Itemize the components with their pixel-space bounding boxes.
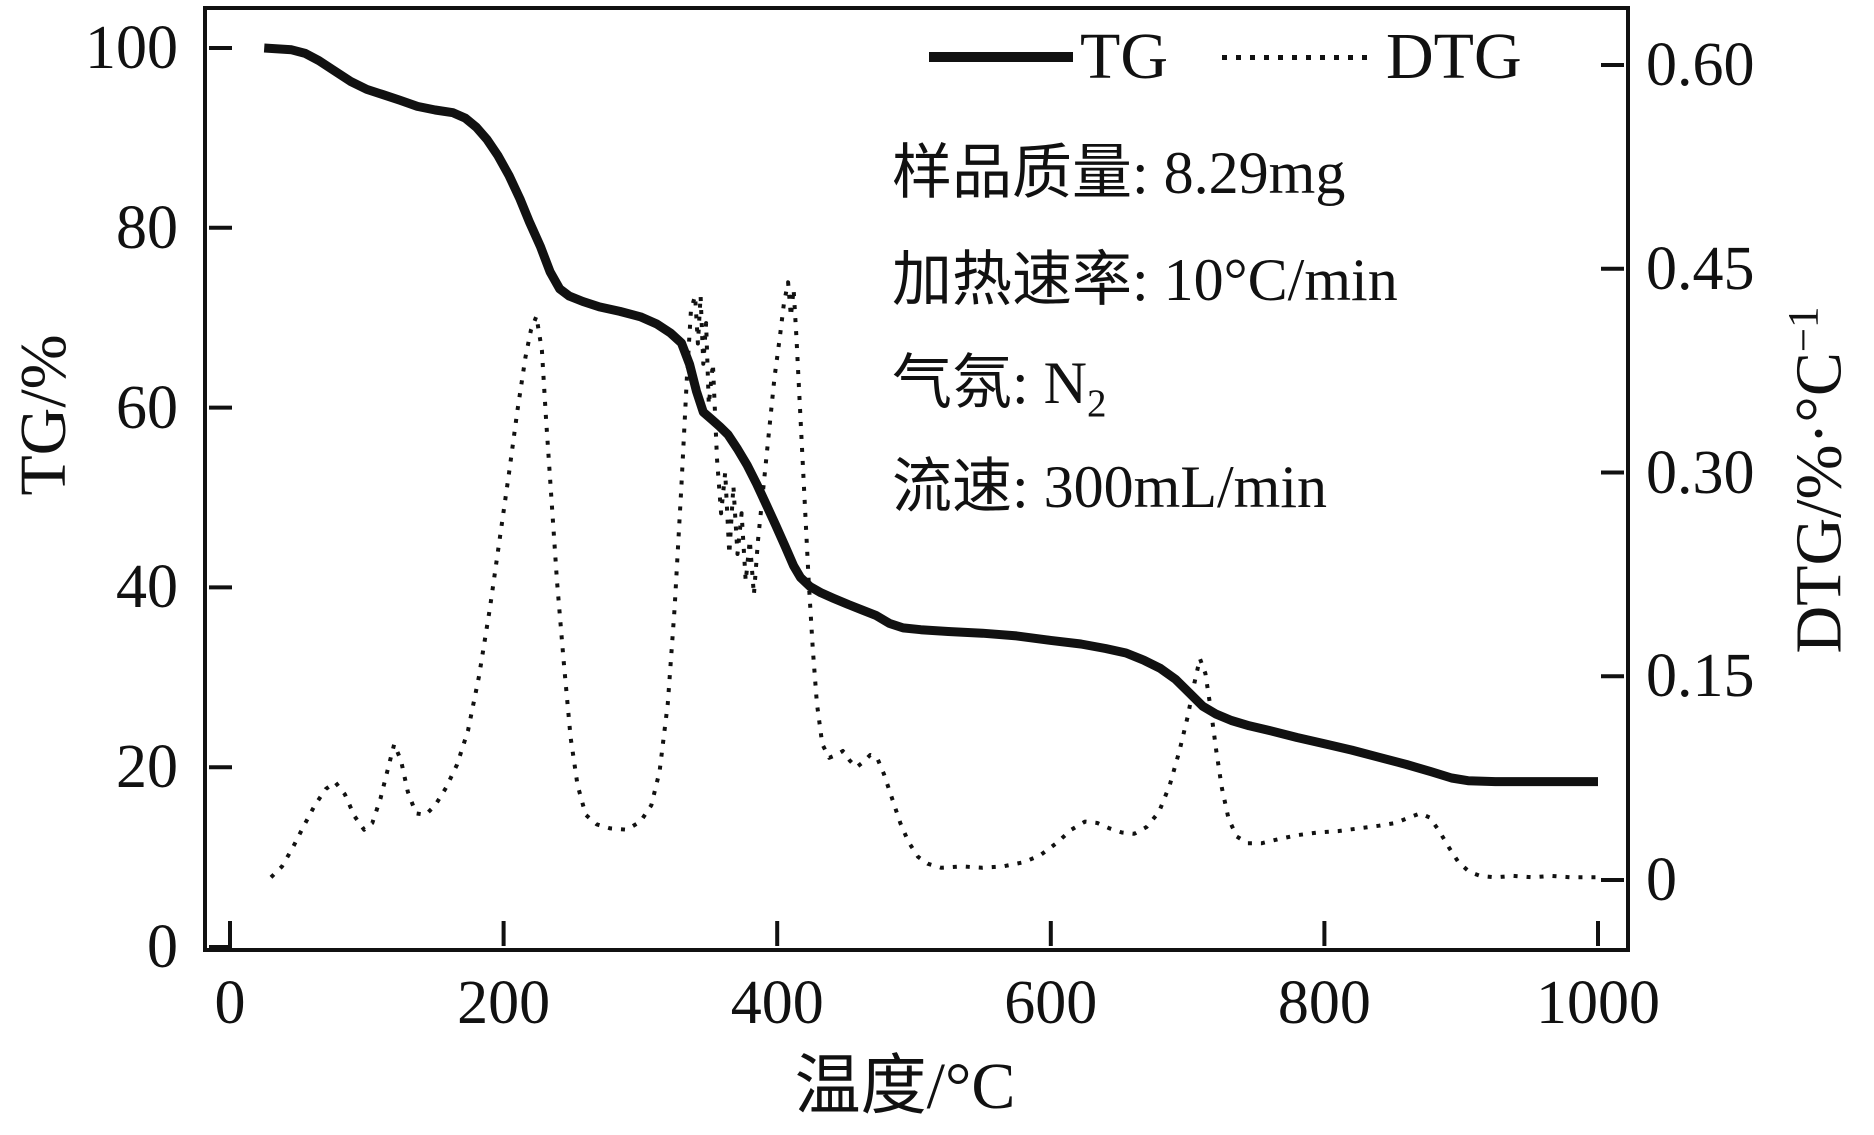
y-left-tick-label: 0	[147, 913, 178, 981]
plot-frame	[203, 6, 1630, 952]
y-right-tick-label: 0.30	[1646, 438, 1755, 507]
annotation-atmosphere-text: 气氛: N	[892, 350, 1087, 416]
legend-tg-line-swatch	[929, 52, 1073, 62]
x-tick-label: 800	[1277, 969, 1371, 1037]
y-right-axis-title-superscript: −1	[1780, 306, 1828, 353]
y-right-tick-label: 0	[1646, 846, 1677, 914]
x-tick-label: 600	[1004, 969, 1098, 1037]
y-left-tick-label: 80	[116, 193, 178, 262]
x-tick-label: 1000	[1536, 969, 1660, 1037]
y-left-tick-label: 20	[116, 733, 178, 802]
x-tick-label: 200	[457, 969, 551, 1037]
x-axis-title: 温度/°C	[794, 1050, 1016, 1123]
annotation-flow-rate: 流速: 300mL/min	[892, 454, 1327, 520]
annotation-atmosphere: 气氛: N2	[892, 348, 1107, 439]
y-left-tick-label: 60	[116, 373, 178, 442]
y-right-axis-title-text: DTG/%·°C	[1782, 352, 1856, 654]
x-tick-label: 400	[730, 969, 824, 1037]
legend-dtg-line-swatch	[1222, 55, 1368, 60]
annotation-sample-mass: 样品质量: 8.29mg	[892, 140, 1346, 206]
y-left-tick-label: 100	[85, 14, 178, 82]
y-left-axis-title: TG/%	[7, 334, 80, 496]
x-tick-label: 0	[214, 969, 246, 1037]
dtg-curve	[269, 280, 1598, 880]
y-right-tick-label: 0.15	[1646, 642, 1755, 711]
legend-tg-label: TG	[1080, 20, 1168, 93]
annotation-heating-rate: 加热速率: 10°C/min	[892, 247, 1398, 313]
y-right-tick-label: 0.60	[1646, 31, 1755, 99]
legend-dtg-label: DTG	[1386, 20, 1522, 93]
y-right-tick-label: 0.45	[1646, 234, 1755, 303]
y-left-tick-label: 40	[116, 553, 178, 622]
y-right-axis-title: DTG/%·°C−1	[1772, 306, 1856, 654]
annotation-atmosphere-subscript: 2	[1087, 382, 1107, 425]
tg-curve	[263, 43, 1598, 787]
